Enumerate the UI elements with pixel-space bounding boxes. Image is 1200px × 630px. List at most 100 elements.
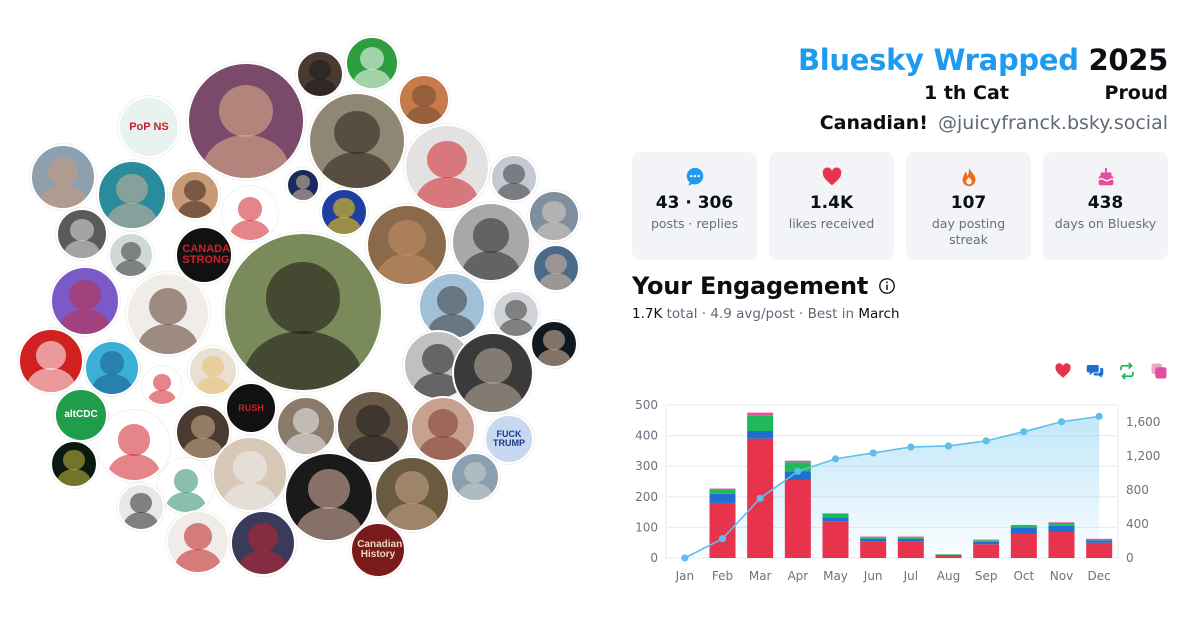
avatar-local-madman[interactable] bbox=[451, 202, 531, 282]
repost-icon[interactable] bbox=[1118, 362, 1136, 380]
avatar-canada-strong[interactable]: CANADA STRONG bbox=[175, 226, 233, 284]
avatar-village-photo[interactable] bbox=[187, 62, 305, 180]
avatar-logo-text: FUCK TRUMP bbox=[492, 429, 525, 448]
avatar-man-suit[interactable] bbox=[492, 290, 540, 338]
user-handle[interactable]: @juicyfranck.bsky.social bbox=[938, 112, 1168, 134]
avatar-canada-flag-person[interactable] bbox=[404, 124, 490, 210]
avatar-figure bbox=[115, 260, 147, 276]
avatar-woman-n95[interactable] bbox=[212, 436, 288, 512]
display-name-line2: Canadian! @juicyfranck.bsky.social bbox=[632, 108, 1168, 138]
avatar-figure bbox=[201, 356, 225, 378]
avatar-glasses-bearded-man[interactable] bbox=[366, 204, 448, 286]
avatar-rush-logo[interactable]: RUSH bbox=[225, 382, 277, 434]
bar-segment-replies bbox=[1086, 540, 1113, 543]
avatar-woman-dark-hair[interactable] bbox=[170, 170, 220, 220]
avatar-figure bbox=[412, 84, 436, 107]
display-name-line1: 1 th Cat Proud bbox=[632, 80, 1168, 106]
bar-segment-reposts bbox=[1010, 525, 1037, 529]
avatar-man-beard[interactable] bbox=[398, 74, 450, 126]
avatar-figure bbox=[190, 415, 216, 440]
avatar-bw-man[interactable] bbox=[56, 208, 108, 260]
avatar-red-hair-woman[interactable] bbox=[50, 266, 120, 336]
avatar-man-glasses-outdoor[interactable] bbox=[374, 456, 450, 532]
avatar-figure bbox=[462, 251, 520, 280]
quote-icon[interactable] bbox=[1150, 362, 1168, 380]
separator: · bbox=[798, 306, 804, 322]
avatar-canadian-history[interactable]: Canadian History bbox=[350, 522, 406, 578]
bar-segment-replies bbox=[897, 538, 924, 542]
y-tick-label: 300 bbox=[635, 459, 658, 473]
heart-icon[interactable] bbox=[1054, 362, 1072, 380]
avatar-dancer[interactable] bbox=[166, 510, 230, 574]
reply-bubble-icon[interactable] bbox=[1086, 362, 1104, 380]
avatar-red-woman-art[interactable] bbox=[18, 328, 84, 394]
avatar-fuck-trump[interactable]: FUCK TRUMP bbox=[484, 414, 534, 464]
avatar-figure bbox=[309, 59, 331, 81]
avatar-grey-hair-man[interactable] bbox=[97, 160, 167, 230]
x-tick-label: Jul bbox=[903, 569, 918, 583]
avatar-man-outdoor[interactable] bbox=[528, 190, 580, 242]
avatar-eu-flag[interactable] bbox=[320, 188, 368, 236]
avatar-man-tie[interactable] bbox=[117, 483, 165, 531]
x-tick-label: May bbox=[823, 569, 848, 583]
avatar-logo-text: altCDC bbox=[64, 409, 98, 420]
avatar-woman-selfie[interactable] bbox=[284, 452, 374, 542]
y2-tick-label: 400 bbox=[1126, 517, 1149, 531]
avatar-woman-tv[interactable] bbox=[490, 154, 538, 202]
avatar-figure bbox=[405, 105, 443, 124]
flame-icon bbox=[962, 167, 975, 187]
avatar-man-lake[interactable] bbox=[418, 272, 486, 340]
bar-segment-quotes bbox=[973, 539, 1000, 541]
chart-legend bbox=[1054, 362, 1168, 380]
bar-segment-likes bbox=[1048, 531, 1075, 558]
y-tick-label: 500 bbox=[635, 398, 658, 412]
avatar-blonde-woman[interactable] bbox=[188, 346, 238, 396]
avatar-figure bbox=[388, 220, 426, 256]
avatar-woman-black-mask[interactable] bbox=[336, 390, 410, 464]
avatar-long-covid-logo[interactable]: PoP NS bbox=[118, 96, 180, 158]
bar-segment-reposts bbox=[860, 537, 887, 539]
avatar-dragon-emblem[interactable] bbox=[158, 458, 214, 514]
avatar-figure bbox=[291, 188, 315, 200]
avatar-dog[interactable] bbox=[223, 232, 383, 392]
avatar-big-maple-leaf[interactable] bbox=[98, 410, 170, 482]
avatar-dark-sparkle[interactable] bbox=[50, 440, 98, 488]
avatar-woman-mask-glasses[interactable] bbox=[276, 396, 336, 456]
avatar-alt-cdc[interactable]: altCDC bbox=[54, 388, 108, 442]
y-tick-label: 0 bbox=[650, 551, 658, 565]
avatar-figure bbox=[195, 376, 231, 394]
engagement-total-label: total bbox=[666, 306, 698, 322]
avatar-young-man[interactable] bbox=[530, 320, 578, 368]
avatar-figure bbox=[543, 329, 565, 351]
avatar-canada-flag[interactable] bbox=[222, 186, 278, 242]
avatar-man-sunglasses[interactable] bbox=[296, 50, 344, 98]
bar-segment-reposts bbox=[935, 554, 962, 555]
avatar-woman-blue[interactable] bbox=[286, 168, 320, 202]
avatar-animal-photo[interactable] bbox=[450, 452, 500, 502]
avatar-woman-red-hair[interactable] bbox=[410, 396, 476, 462]
avatar-figure bbox=[36, 341, 66, 370]
cumulative-area bbox=[684, 416, 1100, 558]
avatar-smiling-woman[interactable] bbox=[126, 272, 210, 356]
info-icon[interactable] bbox=[878, 277, 896, 295]
avatar-grey-curly-woman[interactable] bbox=[452, 332, 534, 414]
avatar-woman-flag[interactable] bbox=[230, 510, 296, 576]
avatar-figure bbox=[183, 180, 207, 202]
avatar-maple-leaf-small[interactable] bbox=[142, 366, 182, 406]
avatar-figure bbox=[63, 449, 85, 471]
avatar-blue-silhouette[interactable] bbox=[84, 340, 140, 396]
title-brand: Bluesky Wrapped bbox=[797, 43, 1079, 77]
bar-segment-quotes bbox=[860, 536, 887, 538]
bar-segment-quotes bbox=[897, 536, 924, 538]
bar-segment-reposts bbox=[709, 489, 736, 494]
avatar-green-arrow[interactable] bbox=[345, 36, 399, 90]
page-title: Bluesky Wrapped 2025 bbox=[632, 40, 1168, 80]
bar-segment-likes bbox=[1010, 533, 1037, 558]
avatar-logo-text: Canadian History bbox=[357, 539, 403, 560]
avatar-figure bbox=[106, 202, 158, 228]
avatar-man-smiling[interactable] bbox=[532, 244, 580, 292]
avatar-man-cap[interactable] bbox=[108, 232, 154, 278]
avatar-bald-man[interactable] bbox=[30, 144, 96, 210]
avatar-figure bbox=[427, 140, 467, 179]
avatar-smiling-glasses-man[interactable] bbox=[308, 92, 406, 190]
